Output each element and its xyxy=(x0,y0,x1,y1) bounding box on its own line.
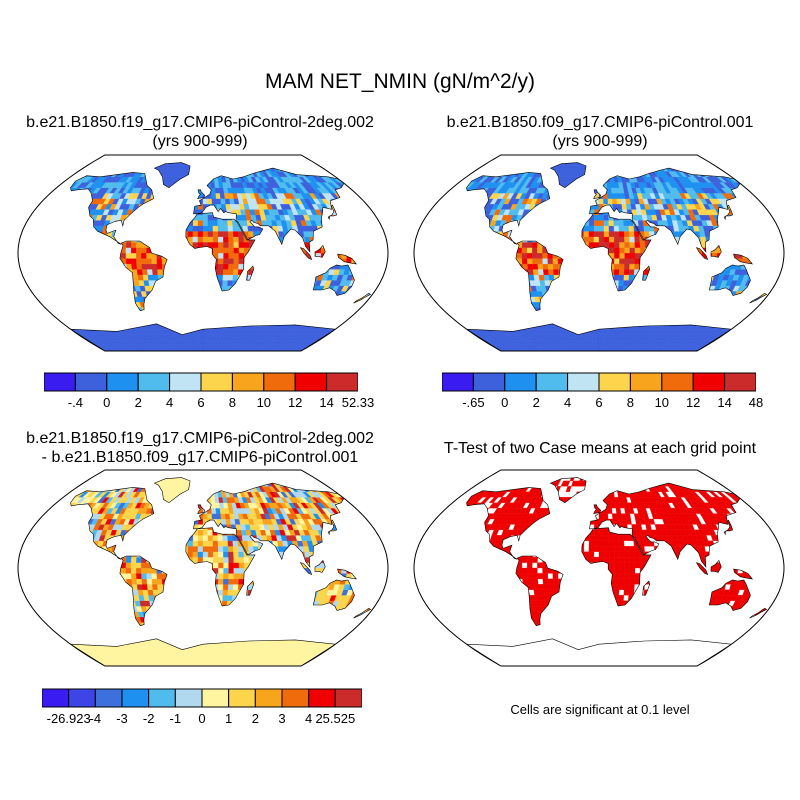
colorbar-diff-tick-label: -2 xyxy=(142,711,155,726)
colorbar-case2-tick-label: 4 xyxy=(563,395,572,410)
colorbar-case2-swatch xyxy=(535,372,569,392)
colorbar-case2-tick-label: 8 xyxy=(626,395,635,410)
colorbar-case1-labels: -.4 0 2 4 6 8 10 12 14 52.33 xyxy=(44,395,374,411)
panel-title-case2: b.e21.B1850.f09_g17.CMIP6-piControl.001 … xyxy=(400,113,800,151)
panel-title-diff-line2: - b.e21.B1850.f09_g17.CMIP6-piControl.00… xyxy=(41,449,359,466)
colorbar-case1-tick-label: 12 xyxy=(287,395,303,410)
colorbar-diff-swatch xyxy=(121,688,150,708)
colorbar-case1-tick-label: 14 xyxy=(319,395,334,410)
map-case1-coastlines xyxy=(69,162,372,351)
figure-title: MAM NET_NMIN (gN/m^2/y) xyxy=(264,70,536,93)
colorbar-case1-swatch xyxy=(294,372,328,392)
colorbar-diff-swatch xyxy=(281,688,310,708)
panel-title-diff-line1: b.e21.B1850.f19_g17.CMIP6-piControl-2deg… xyxy=(26,430,374,447)
map-case2 xyxy=(413,154,785,352)
colorbar-diff-swatch xyxy=(68,688,96,708)
colorbar-case2-swatch xyxy=(567,372,600,392)
colorbar-case1-tick-label: 2 xyxy=(134,395,142,410)
map-ttest-coastlines xyxy=(465,477,768,666)
panel-title-diff: b.e21.B1850.f19_g17.CMIP6-piControl-2deg… xyxy=(0,429,400,467)
colorbar-diff-tick-label: 4 xyxy=(305,711,313,726)
colorbar-case2-swatch xyxy=(504,372,537,392)
colorbar-case2-swatch xyxy=(598,372,631,392)
panel-title-ttest: T-Test of two Case means at each grid po… xyxy=(400,439,800,458)
colorbar-diff-tick-label: -26.923 xyxy=(46,711,91,726)
panel-title-case1: b.e21.B1850.f19_g17.CMIP6-piControl-2deg… xyxy=(0,113,400,151)
colorbar-case2-tick-label: 48 xyxy=(748,395,764,410)
colorbar-diff-swatch xyxy=(148,688,176,708)
colorbar-case2-tick-label: 14 xyxy=(717,395,732,410)
colorbar-diff-tick-label: -3 xyxy=(116,711,128,726)
colorbar-diff-swatch xyxy=(228,688,256,708)
colorbar-case1-swatch xyxy=(263,372,296,392)
colorbar-case2-swatch xyxy=(472,372,506,392)
colorbar-case2-swatch xyxy=(442,372,474,392)
map-diff-coastlines xyxy=(69,477,372,666)
panel-title-case1-line2: (yrs 900-999) xyxy=(152,133,248,150)
colorbar-case1 xyxy=(44,372,358,392)
colorbar-case2-tick-label: -.65 xyxy=(462,395,485,410)
colorbar-case2-swatch xyxy=(692,372,726,392)
colorbar-diff-labels: -26.923 -4 -3 -2 -1 0 1 2 3 4 25.525 xyxy=(42,711,362,727)
colorbar-diff-swatch xyxy=(94,688,123,708)
map-ttest xyxy=(413,469,785,667)
colorbar-diff-tick-label: -4 xyxy=(89,711,102,726)
colorbar-diff-swatch xyxy=(42,688,70,708)
colorbar-case1-swatch xyxy=(106,372,139,392)
map-diff-border xyxy=(17,469,389,667)
colorbar-case1-swatch xyxy=(169,372,202,392)
colorbar-diff-swatch xyxy=(254,688,283,708)
colorbar-case2-labels: -.65 0 2 4 6 8 10 12 14 48 xyxy=(442,395,763,411)
map-case2-coastlines xyxy=(465,162,768,351)
colorbar-diff-tick-label: 1 xyxy=(225,711,233,726)
colorbar-case2-swatch xyxy=(661,372,694,392)
colorbar-case1-tick-label: 10 xyxy=(256,395,272,410)
panel-title-case2-line1: b.e21.B1850.f09_g17.CMIP6-piControl.001 xyxy=(446,114,754,131)
colorbar-diff-tick-label: 25.525 xyxy=(315,711,356,726)
map-case2-border xyxy=(413,154,785,352)
map-ttest-border xyxy=(413,469,785,667)
colorbar-case1-swatch xyxy=(231,372,265,392)
colorbar-case2-swatch xyxy=(724,372,756,392)
colorbar-diff-swatch xyxy=(308,688,336,708)
colorbar-case1-tick-label: -.4 xyxy=(67,395,83,410)
colorbar-diff-tick-label: -1 xyxy=(169,711,182,726)
colorbar-case2 xyxy=(442,372,756,392)
colorbar-case2-tick-label: 6 xyxy=(595,395,603,410)
colorbar-case1-tick-label: 0 xyxy=(103,395,111,410)
colorbar-diff-swatch xyxy=(201,688,230,708)
colorbar-case2-swatch xyxy=(629,372,663,392)
colorbar-diff-swatch xyxy=(334,688,362,708)
map-case1-border xyxy=(17,154,389,352)
colorbar-case2-tick-label: 12 xyxy=(685,395,701,410)
panel-title-ttest-line1: T-Test of two Case means at each grid po… xyxy=(443,440,757,457)
map-case1 xyxy=(17,154,389,352)
colorbar-case1-swatch xyxy=(200,372,233,392)
colorbar-case1-swatch xyxy=(137,372,171,392)
panel-title-case1-line1: b.e21.B1850.f19_g17.CMIP6-piControl-2deg… xyxy=(26,114,374,131)
map-diff xyxy=(17,469,389,667)
colorbar-diff-tick-label: 3 xyxy=(278,711,286,726)
significance-note: Cells are significant at 0.1 level xyxy=(510,702,690,717)
colorbar-case1-tick-label: 52.33 xyxy=(341,395,375,410)
colorbar-case2-tick-label: 2 xyxy=(532,395,540,410)
colorbar-case1-tick-label: 4 xyxy=(165,395,174,410)
colorbar-case1-swatch xyxy=(44,372,76,392)
colorbar-case2-tick-label: 10 xyxy=(654,395,670,410)
colorbar-case2-tick-label: 0 xyxy=(501,395,509,410)
colorbar-diff xyxy=(42,688,362,708)
colorbar-case1-swatch xyxy=(74,372,108,392)
colorbar-case1-tick-label: 6 xyxy=(197,395,205,410)
colorbar-diff-tick-label: 2 xyxy=(251,711,259,726)
colorbar-diff-swatch xyxy=(174,688,203,708)
colorbar-case1-swatch xyxy=(326,372,358,392)
colorbar-diff-tick-label: 0 xyxy=(198,711,206,726)
panel-title-case2-line2: (yrs 900-999) xyxy=(552,133,648,150)
colorbar-case1-tick-label: 8 xyxy=(228,395,237,410)
